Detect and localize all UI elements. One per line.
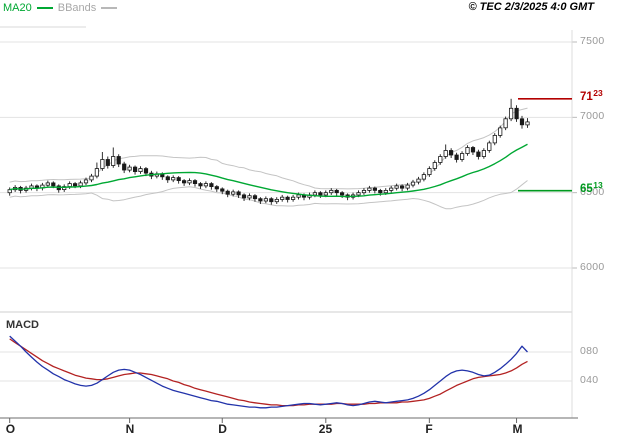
- bollinger-bands: [9, 107, 528, 210]
- bbands-line-swatch-icon: [101, 7, 118, 9]
- ma20-line: [9, 143, 528, 198]
- copyright-text: © TEC 2/3/2025 4:0 GMT: [468, 1, 595, 13]
- ma20-line-swatch-icon: [36, 7, 53, 9]
- candlesticks: [7, 98, 530, 205]
- chart-legend: MA20 BBands: [3, 1, 118, 15]
- panel-borders: [0, 26, 578, 419]
- level-lines: [518, 98, 572, 192]
- price-gridlines: [0, 41, 577, 269]
- legend-ma20-label: MA20: [3, 2, 32, 14]
- macd-gridlines: [0, 351, 572, 382]
- x-axis-ticks: [9, 418, 518, 423]
- macd-lines: [9, 335, 528, 409]
- macd-panel-label: MACD: [6, 319, 39, 331]
- legend-bbands-label: BBands: [57, 2, 97, 14]
